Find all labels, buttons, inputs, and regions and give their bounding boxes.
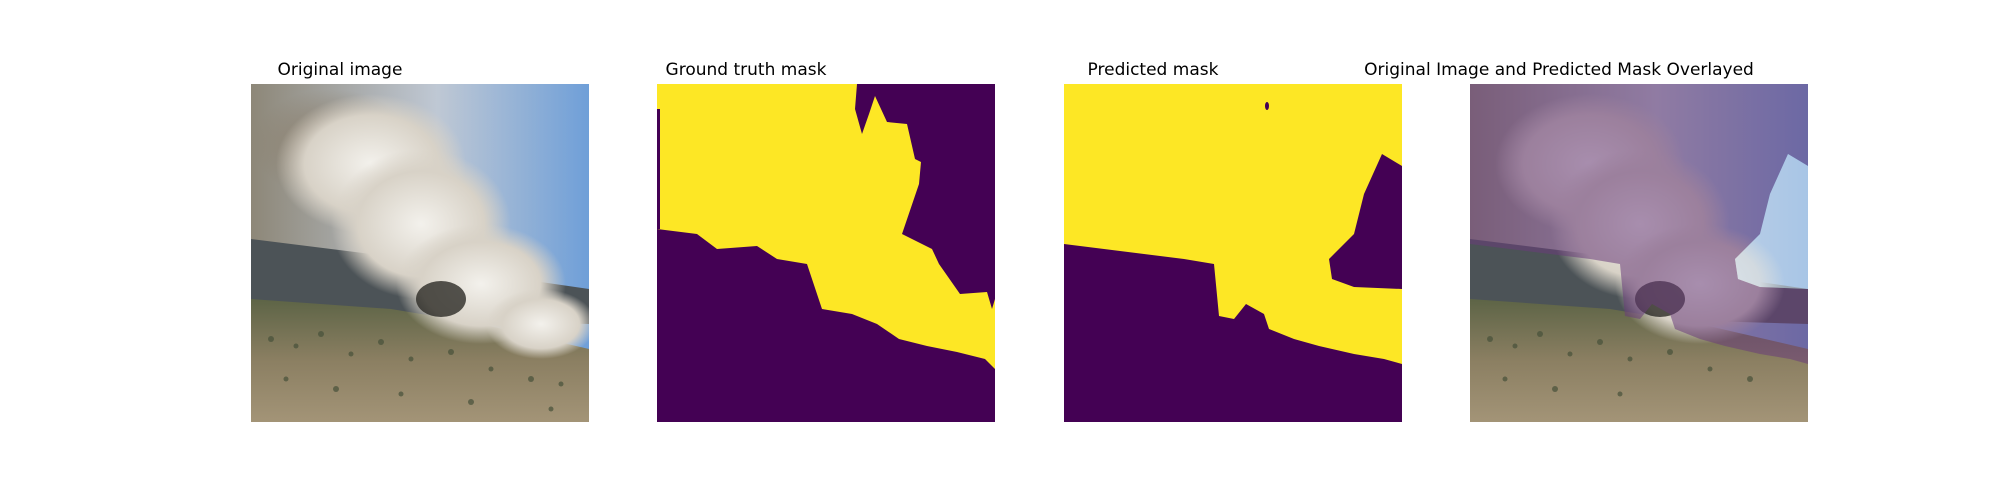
panel-title: Ground truth mask <box>665 60 827 80</box>
panel-title: Predicted mask <box>1087 60 1219 80</box>
panel-title: Original Image and Predicted Mask Overla… <box>1364 60 1754 80</box>
panel-title: Original image <box>277 60 403 80</box>
original-photo <box>251 84 589 422</box>
ground-truth-mask-image <box>657 84 995 422</box>
overlay-image <box>1470 84 1808 422</box>
predicted-mask-image <box>1064 84 1402 422</box>
